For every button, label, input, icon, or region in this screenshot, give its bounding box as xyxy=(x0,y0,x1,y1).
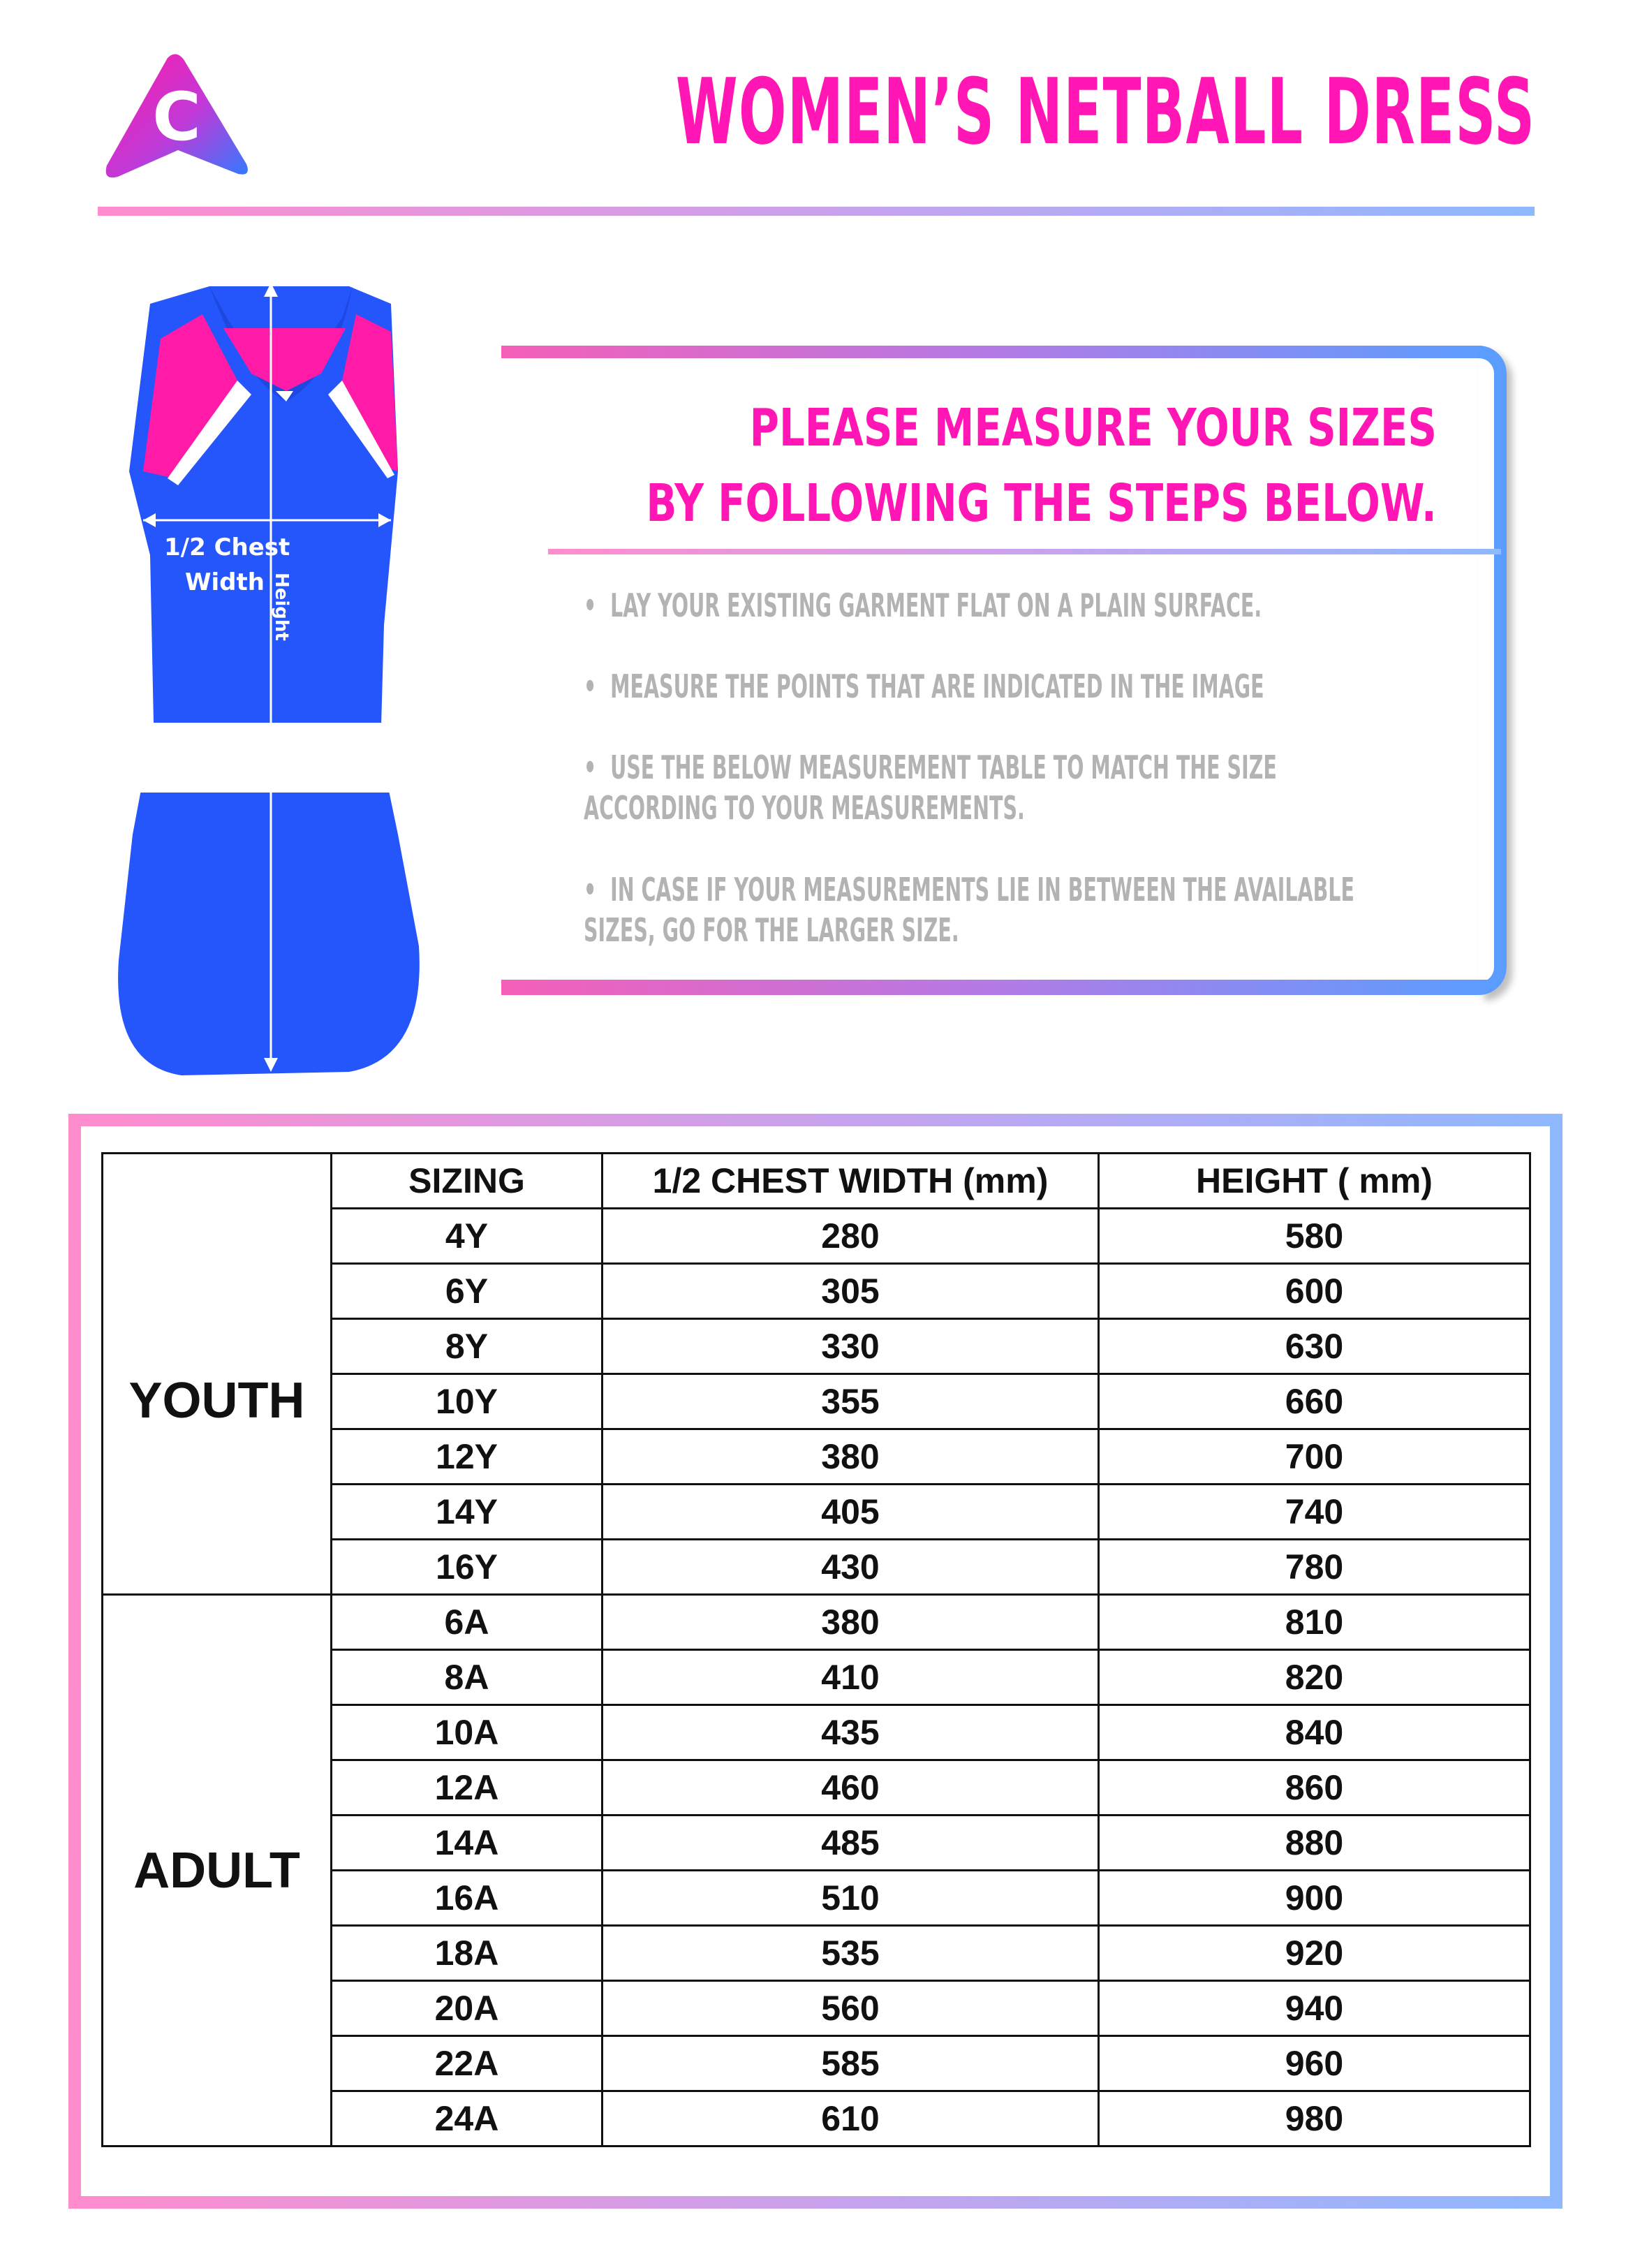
step-3: • USE THE BELOW MEASUREMENT TABLE TO MAT… xyxy=(584,749,1277,827)
group-label-adult: ADULT xyxy=(101,1593,332,2147)
header-divider xyxy=(98,207,1535,216)
height-cell: 940 xyxy=(1098,1980,1531,2037)
height-cell: 820 xyxy=(1098,1649,1531,1706)
size-chart-table: SIZING 1/2 CHEST WIDTH (mm) HEIGHT ( mm)… xyxy=(101,1152,1531,2147)
height-label: Height xyxy=(271,573,292,641)
panel-right-border xyxy=(1479,346,1507,995)
svg-text:C: C xyxy=(152,79,201,156)
height-cell: 660 xyxy=(1098,1373,1531,1430)
height-cell: 740 xyxy=(1098,1483,1531,1540)
size-cell: 14A xyxy=(330,1814,603,1871)
size-cell: 18A xyxy=(330,1924,603,1982)
chest-label-line1: 1/2 Chest xyxy=(164,533,290,561)
size-cell: 24A xyxy=(330,2090,603,2147)
step-4: • IN CASE IF YOUR MEASUREMENTS LIE IN BE… xyxy=(584,871,1354,949)
page-title: WOMEN’S NETBALL DRESS xyxy=(675,59,1535,165)
header-blank xyxy=(101,1152,332,1209)
table-row: 14Y 405 740 xyxy=(103,1483,1531,1540)
header-sizing: SIZING xyxy=(330,1152,603,1209)
table-row: 6Y 305 600 xyxy=(103,1262,1531,1320)
chest-cell: 585 xyxy=(601,2035,1100,2092)
panel-top-bar xyxy=(501,346,1493,358)
height-cell: 840 xyxy=(1098,1704,1531,1761)
table-row: 8A 410 820 xyxy=(103,1649,1531,1706)
size-cell: 16Y xyxy=(330,1538,603,1596)
size-cell: 10A xyxy=(330,1704,603,1761)
chest-cell: 355 xyxy=(601,1373,1100,1430)
chest-cell: 460 xyxy=(601,1759,1100,1816)
table-row: 14A 485 880 xyxy=(103,1814,1531,1871)
height-cell: 810 xyxy=(1098,1593,1531,1651)
chest-cell: 435 xyxy=(601,1704,1100,1761)
chest-cell: 380 xyxy=(601,1428,1100,1485)
table-row: 18A 535 920 xyxy=(103,1924,1531,1982)
chest-cell: 510 xyxy=(601,1869,1100,1927)
size-cell: 6Y xyxy=(330,1262,603,1320)
height-cell: 630 xyxy=(1098,1318,1531,1375)
chest-cell: 330 xyxy=(601,1318,1100,1375)
chest-cell: 280 xyxy=(601,1207,1100,1265)
size-cell: 16A xyxy=(330,1869,603,1927)
instructions-heading-1: PLEASE MEASURE YOUR SIZES xyxy=(749,398,1437,458)
table-row: 8Y 330 630 xyxy=(103,1318,1531,1375)
table-row: 16Y 430 780 xyxy=(103,1538,1531,1596)
header-chest: 1/2 CHEST WIDTH (mm) xyxy=(601,1152,1100,1209)
size-cell: 6A xyxy=(330,1593,603,1651)
size-cell: 10Y xyxy=(330,1373,603,1430)
chest-cell: 485 xyxy=(601,1814,1100,1871)
table-row: YOUTH 4Y 280 580 xyxy=(101,1207,1531,1596)
step-2: • MEASURE THE POINTS THAT ARE INDICATED … xyxy=(584,668,1264,705)
instructions-panel: PLEASE MEASURE YOUR SIZES BY FOLLOWING T… xyxy=(501,346,1507,995)
size-cell: 12Y xyxy=(330,1428,603,1485)
table-row: 24A 610 980 xyxy=(103,2090,1531,2147)
chest-label-line2: Width xyxy=(185,568,265,596)
height-cell: 880 xyxy=(1098,1814,1531,1871)
height-cell: 700 xyxy=(1098,1428,1531,1485)
height-cell: 980 xyxy=(1098,2090,1531,2147)
chest-cell: 560 xyxy=(601,1980,1100,2037)
dress-diagram: 1/2 Chest Width Height xyxy=(118,283,420,1075)
height-cell: 860 xyxy=(1098,1759,1531,1816)
instructions-heading-2: BY FOLLOWING THE STEPS BELOW. xyxy=(646,473,1437,533)
height-cell: 900 xyxy=(1098,1869,1531,1927)
height-cell: 580 xyxy=(1098,1207,1531,1265)
table-row: 22A 585 960 xyxy=(103,2035,1531,2092)
table-row: ADULT 6A 380 810 xyxy=(101,1593,1531,2147)
chest-cell: 305 xyxy=(601,1262,1100,1320)
table-row: 12Y 380 700 xyxy=(103,1428,1531,1485)
size-cell: 14Y xyxy=(330,1483,603,1540)
brand-logo: C xyxy=(105,54,248,178)
chest-cell: 430 xyxy=(601,1538,1100,1596)
table-header-row: SIZING 1/2 CHEST WIDTH (mm) HEIGHT ( mm) xyxy=(101,1152,1531,1209)
height-cell: 960 xyxy=(1098,2035,1531,2092)
size-cell: 12A xyxy=(330,1759,603,1816)
size-cell: 22A xyxy=(330,2035,603,2092)
chest-cell: 535 xyxy=(601,1924,1100,1982)
size-cell: 20A xyxy=(330,1980,603,2037)
height-cell: 780 xyxy=(1098,1538,1531,1596)
instructions-divider xyxy=(548,549,1501,554)
table-row: 12A 460 860 xyxy=(103,1759,1531,1816)
table-row: 10A 435 840 xyxy=(103,1704,1531,1761)
chest-cell: 610 xyxy=(601,2090,1100,2147)
header-height: HEIGHT ( mm) xyxy=(1098,1152,1531,1209)
panel-bottom-bar xyxy=(501,980,1493,995)
table-row: 20A 560 940 xyxy=(103,1980,1531,2037)
height-cell: 920 xyxy=(1098,1924,1531,1982)
table-row: 16A 510 900 xyxy=(103,1869,1531,1927)
group-label-youth: YOUTH xyxy=(101,1208,332,1596)
size-cell: 8Y xyxy=(330,1318,603,1375)
table-row: 10Y 355 660 xyxy=(103,1373,1531,1430)
chest-cell: 380 xyxy=(601,1593,1100,1651)
step-1: • LAY YOUR EXISTING GARMENT FLAT ON A PL… xyxy=(584,587,1262,624)
size-cell: 8A xyxy=(330,1649,603,1706)
size-cell: 4Y xyxy=(330,1207,603,1265)
chest-cell: 410 xyxy=(601,1649,1100,1706)
height-cell: 600 xyxy=(1098,1262,1531,1320)
chest-cell: 405 xyxy=(601,1483,1100,1540)
